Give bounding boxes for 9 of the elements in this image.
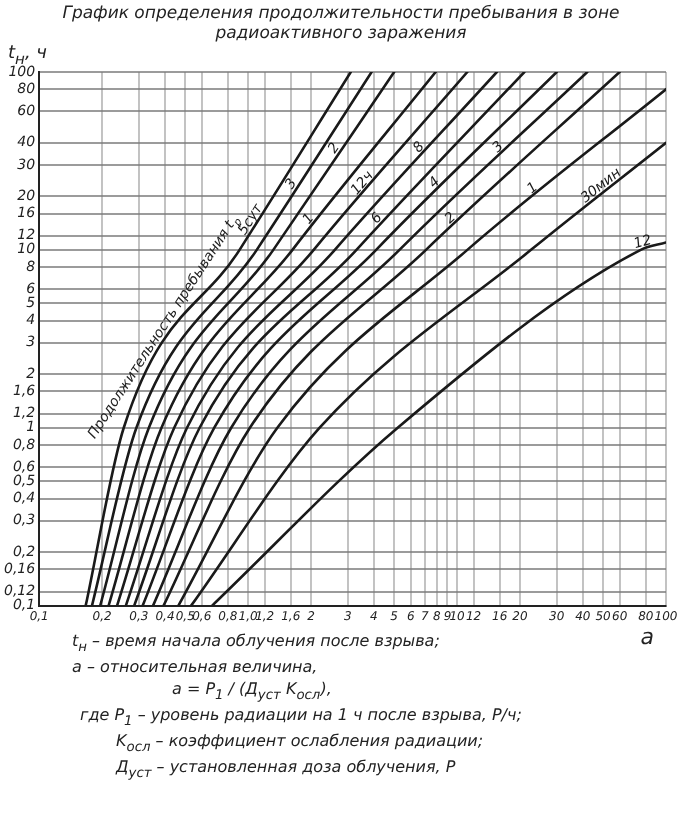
x-axis-title: a <box>640 624 654 650</box>
chart-title: График определения продолжительности пребывания в зоне радиоактивного заражения <box>60 2 622 44</box>
text: a – относительная величина, <box>72 658 320 680</box>
text: K$_{осл}$ – коэффициент ослабления радиации; <box>114 731 486 758</box>
y-axis-title: t$_{н}$, ч <box>8 44 47 68</box>
text: Д$_{уст}$ – установленная доза облучения, Р <box>113 757 458 784</box>
text: где P$_{1}$ – уровень радиации на 1 ч после взрыва, Р/ч; <box>78 705 524 732</box>
text: a = P$_{1}$ / (Д$_{уст}$ K$_{осл}$), <box>170 679 334 706</box>
text: t$_{н}$ – время начала облучения после взрыва; <box>72 632 440 656</box>
